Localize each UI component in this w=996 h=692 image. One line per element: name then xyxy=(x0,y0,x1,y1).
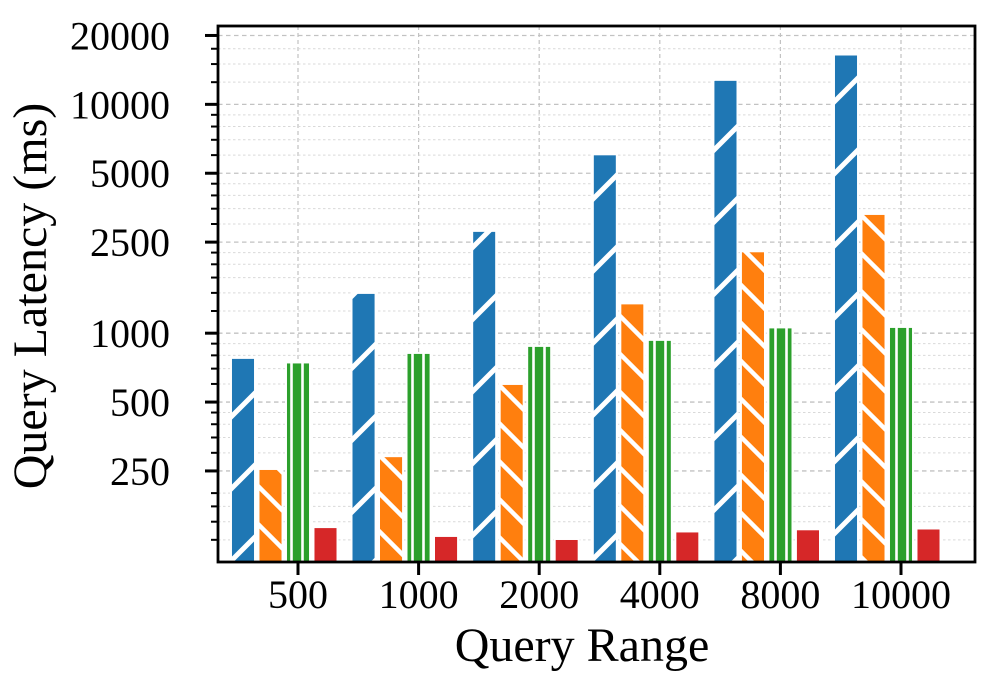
bar-hatch-orange-hatched-backslash-2000 xyxy=(499,383,524,562)
bar-red-solid-2000 xyxy=(553,538,580,563)
bar-hatch-blue-hatched-slash-500 xyxy=(231,357,255,562)
bar-hatch-green-hatched-vertical-4000 xyxy=(647,339,672,562)
bar-red-solid-10000 xyxy=(915,527,942,563)
bar-red-solid-4000 xyxy=(674,530,701,563)
x-tick-label-10000: 10000 xyxy=(851,572,951,617)
axes xyxy=(205,24,977,575)
bar-red-solid-500 xyxy=(312,526,339,563)
bar-hatch-blue-hatched-slash-8000 xyxy=(713,79,738,563)
bar-hatch-green-hatched-vertical-500 xyxy=(286,362,310,562)
x-tick-label-2000: 2000 xyxy=(499,572,579,617)
bar-hatch-orange-hatched-backslash-10000 xyxy=(861,213,886,562)
bar-hatch-orange-hatched-backslash-1000 xyxy=(379,456,404,562)
bar-hatch-green-hatched-vertical-1000 xyxy=(406,352,431,562)
y-tick-label-5000: 5000 xyxy=(90,151,170,196)
y-tick-label-20000: 20000 xyxy=(70,13,170,58)
y-tick-label-250: 250 xyxy=(110,449,170,494)
x-tick-label-8000: 8000 xyxy=(740,572,820,617)
plot-frame xyxy=(216,24,977,564)
x-axis-title: Query Range xyxy=(455,619,710,672)
bar-red-solid-1000 xyxy=(433,535,460,563)
bar-hatch-blue-hatched-slash-4000 xyxy=(592,154,617,563)
bar-hatch-orange-hatched-backslash-4000 xyxy=(620,303,645,562)
bar-hatch-blue-hatched-slash-2000 xyxy=(472,230,497,563)
x-tick-label-1000: 1000 xyxy=(379,572,459,617)
x-tick-label-4000: 4000 xyxy=(620,572,700,617)
bar-hatch-green-hatched-vertical-2000 xyxy=(527,345,552,562)
bar-hatch-green-hatched-vertical-10000 xyxy=(889,326,913,562)
y-tick-label-10000: 10000 xyxy=(70,82,170,127)
bar-red-solid-8000 xyxy=(795,528,821,563)
y-tick-label-2500: 2500 xyxy=(90,220,170,265)
y-tick-label-1000: 1000 xyxy=(90,311,170,356)
bar-hatch-orange-hatched-backslash-500 xyxy=(258,468,283,562)
x-tick-label-500: 500 xyxy=(268,572,328,617)
bars xyxy=(230,53,942,563)
bar-hatch-orange-hatched-backslash-8000 xyxy=(740,251,765,562)
y-axis-title: Query Latency (ms) xyxy=(4,103,57,490)
y-tick-label-500: 500 xyxy=(110,380,170,425)
tick-labels: 250 500 1000 2500 5000 10000 20000 500 1000 2000 4… xyxy=(70,13,951,617)
bar-hatch-green-hatched-vertical-8000 xyxy=(768,327,793,562)
bar-hatch-blue-hatched-slash-1000 xyxy=(351,292,376,562)
bar-hatch-blue-hatched-slash-10000 xyxy=(834,54,858,563)
